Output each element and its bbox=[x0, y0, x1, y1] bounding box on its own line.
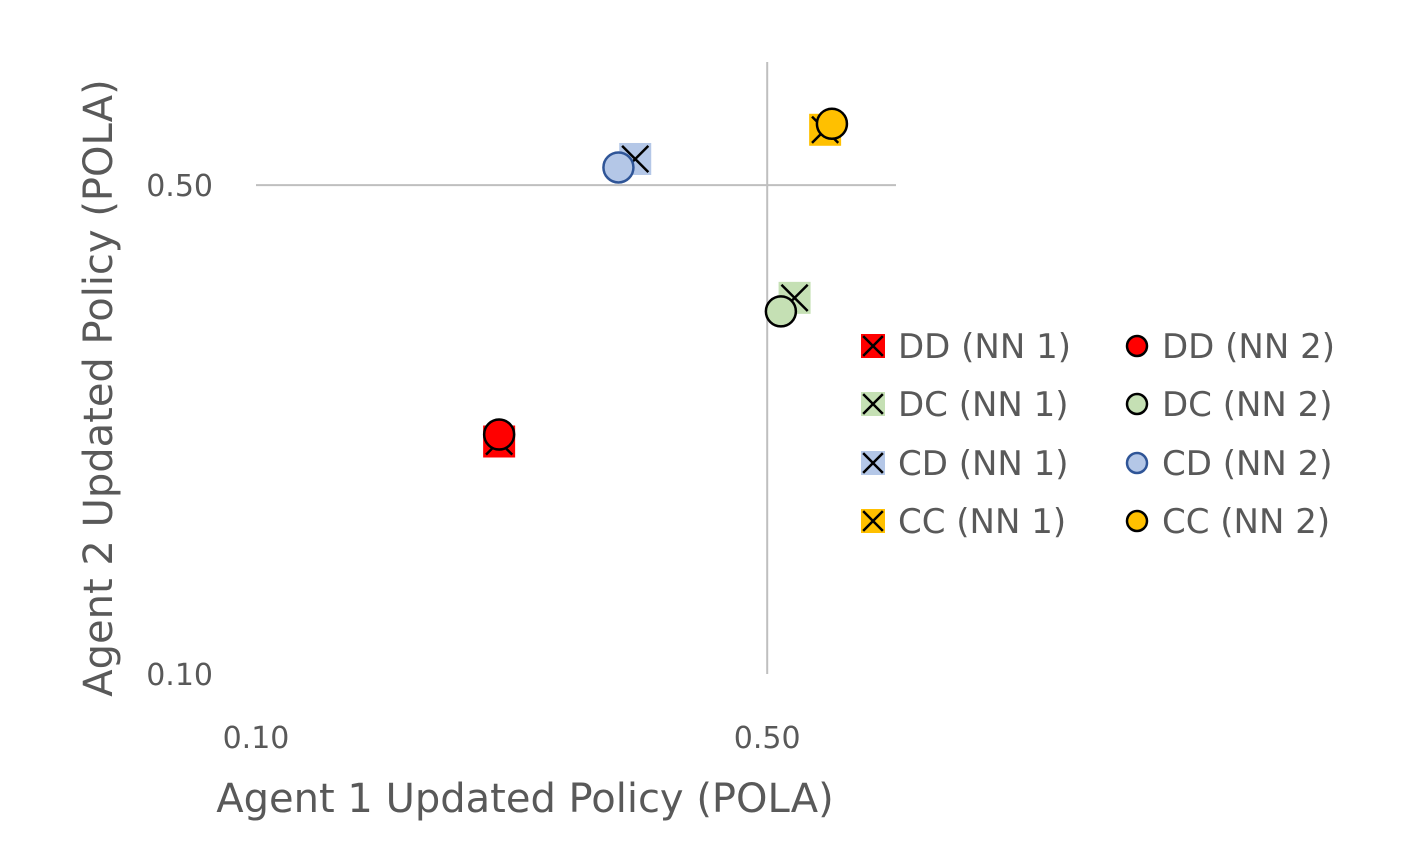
legend-item: DC (NN 2) bbox=[1125, 385, 1333, 425]
circle-marker bbox=[482, 418, 516, 451]
legend-marker bbox=[861, 451, 885, 475]
legend-item: CC (NN 1) bbox=[861, 502, 1066, 542]
circle-marker bbox=[1125, 451, 1149, 475]
data-point bbox=[815, 107, 849, 141]
circle-marker bbox=[815, 107, 849, 141]
x-tick-label: 0.50 bbox=[734, 721, 801, 756]
legend-item: DD (NN 2) bbox=[1125, 327, 1335, 367]
x-marker bbox=[862, 393, 884, 415]
data-point bbox=[602, 151, 635, 184]
legend-label: DD (NN 1) bbox=[898, 327, 1071, 367]
data-points bbox=[482, 107, 849, 458]
legend-label: DC (NN 2) bbox=[1162, 385, 1333, 425]
legend-marker bbox=[861, 392, 885, 416]
legend-marker bbox=[1125, 334, 1149, 358]
x-marker bbox=[862, 452, 884, 474]
legend-item: DC (NN 1) bbox=[861, 385, 1069, 425]
legend-marker bbox=[1125, 509, 1149, 533]
x-marker bbox=[862, 335, 884, 357]
legend-item: CD (NN 1) bbox=[861, 444, 1069, 484]
legend-item: DD (NN 1) bbox=[861, 327, 1071, 367]
legend-label: CD (NN 2) bbox=[1162, 444, 1333, 484]
circle-marker bbox=[1125, 392, 1149, 416]
circle-marker bbox=[1125, 334, 1149, 358]
legend-marker bbox=[1125, 392, 1149, 416]
legend-label: DC (NN 1) bbox=[898, 385, 1069, 425]
data-point bbox=[764, 295, 798, 328]
legend-marker bbox=[1125, 451, 1149, 475]
legend-label: DD (NN 2) bbox=[1162, 327, 1335, 367]
legend: DD (NN 1) DD (NN 2) DC (NN 1) DC (NN 2) CD (… bbox=[861, 327, 1335, 542]
circle-marker bbox=[764, 295, 798, 328]
y-tick-label: 0.10 bbox=[146, 658, 213, 693]
y-tick-labels: 0.10 0.50 bbox=[146, 169, 213, 693]
legend-item: CD (NN 2) bbox=[1125, 444, 1333, 484]
legend-item: CC (NN 2) bbox=[1125, 502, 1330, 542]
legend-label: CC (NN 2) bbox=[1162, 502, 1330, 542]
x-tick-labels: 0.10 0.50 bbox=[223, 721, 801, 756]
x-marker bbox=[862, 510, 884, 532]
legend-label: CC (NN 1) bbox=[898, 502, 1066, 542]
legend-marker bbox=[861, 334, 885, 358]
legend-marker bbox=[861, 509, 885, 533]
data-point bbox=[482, 418, 516, 451]
x-tick-label: 0.10 bbox=[223, 721, 290, 756]
legend-label: CD (NN 1) bbox=[898, 444, 1069, 484]
y-tick-label: 0.50 bbox=[146, 169, 213, 204]
circle-marker bbox=[1125, 509, 1149, 533]
x-axis-title: Agent 1 Updated Policy (POLA) bbox=[216, 776, 833, 822]
axes bbox=[256, 62, 896, 674]
y-axis-title: Agent 2 Updated Policy (POLA) bbox=[76, 79, 122, 696]
circle-marker bbox=[602, 151, 635, 184]
